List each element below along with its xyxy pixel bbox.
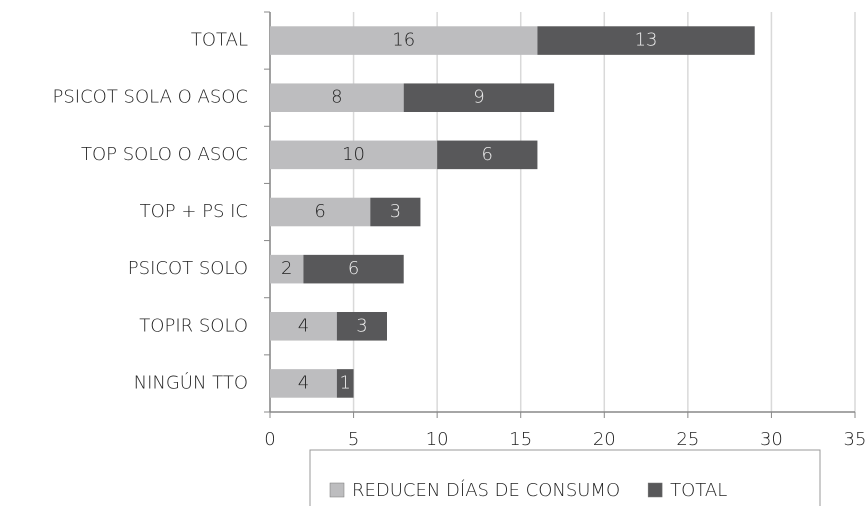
- data-label: 4: [298, 315, 309, 336]
- bar: [270, 83, 404, 112]
- data-label: 9: [473, 87, 484, 108]
- x-tick-label: 30: [760, 429, 783, 450]
- bar: [270, 254, 304, 284]
- bar: [437, 140, 538, 170]
- y-tick-label: TOPIR SOLO: [139, 315, 248, 336]
- legend-swatch: [647, 482, 663, 498]
- legend-box: [309, 449, 821, 510]
- bar: [270, 140, 438, 170]
- x-tick-label: 10: [426, 429, 449, 450]
- data-label: 3: [356, 315, 367, 336]
- x-tick-label: 0: [264, 429, 275, 450]
- bar: [537, 26, 755, 55]
- bar: [336, 369, 354, 398]
- legend-swatch: [329, 482, 345, 498]
- legend-label: REDUCEN DÍAS DE CONSUMO: [352, 479, 620, 501]
- data-label: 6: [482, 144, 493, 165]
- bar: [270, 26, 538, 55]
- x-tick-label: 5: [348, 429, 359, 450]
- y-tick-label: NINGÚN TTO: [134, 371, 248, 393]
- data-label: 16: [392, 30, 415, 51]
- bar: [270, 197, 371, 227]
- data-label: 3: [390, 201, 401, 222]
- bar: [270, 369, 337, 398]
- y-tick-label: TOTAL: [191, 30, 248, 51]
- bar: [403, 83, 555, 112]
- data-label: 1: [339, 372, 350, 393]
- legend-label: TOTAL: [670, 480, 727, 501]
- data-label: 8: [331, 87, 342, 108]
- x-tick-label: 15: [509, 429, 532, 450]
- data-label: 4: [298, 372, 309, 393]
- data-label: 6: [348, 258, 359, 279]
- y-tick-label: PSICOT SOLO: [128, 258, 248, 279]
- y-tick-label: PSICOT SOLA O ASOC: [53, 87, 248, 108]
- bar: [303, 254, 404, 284]
- y-tick-label: TOP + PS IC: [140, 201, 248, 222]
- data-label: 13: [635, 30, 658, 51]
- y-tick-label: TOP SOLO O ASOC: [81, 144, 248, 165]
- x-tick-label: 35: [844, 429, 867, 450]
- data-label: 2: [281, 258, 292, 279]
- data-label: 6: [314, 201, 325, 222]
- bar: [336, 312, 387, 341]
- x-tick-label: 25: [676, 429, 699, 450]
- data-label: 10: [342, 144, 365, 165]
- bar: [270, 312, 337, 341]
- x-tick-label: 20: [593, 429, 616, 450]
- bar: [370, 197, 421, 227]
